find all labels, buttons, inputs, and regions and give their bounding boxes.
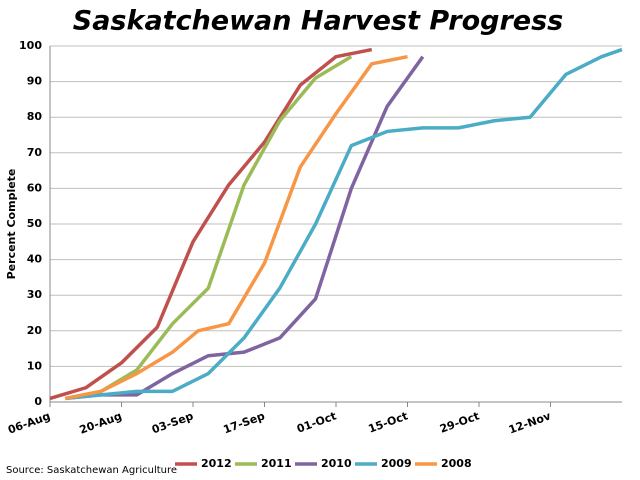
y-tick-label: 100 [19,39,42,52]
series-line [49,47,373,401]
y-tick-label: 20 [27,324,43,337]
legend-label: 2011 [261,457,292,470]
source: Source: Saskatchewan Agriculture [6,465,177,476]
x-tick-label: 01-Oct [295,409,338,435]
series-line [64,54,408,401]
legend-label: 2012 [201,457,232,470]
legend-label: 2008 [441,457,472,470]
y-tick-label: 70 [27,146,43,159]
x-tick-label: 12-Nov [507,409,553,436]
y-tick-label: 50 [27,217,43,230]
y-tick-label: 90 [27,75,43,88]
x-tick-label: 03-Sep [150,409,195,436]
y-tick-label: 30 [27,288,43,301]
series-line [65,55,425,401]
x-tick-label: 29-Oct [438,409,481,435]
series-line [65,47,623,401]
y-tick-label: 80 [27,110,43,123]
series-line [64,55,353,401]
y-tick-label: 10 [27,359,43,372]
y-tick-label: 60 [27,181,43,194]
y-tick-label: 0 [34,395,42,408]
x-tick-label: 15-Oct [367,409,410,435]
legend-label: 2009 [381,457,412,470]
x-tick-label: 17-Sep [222,409,267,436]
legend-label: 2010 [321,457,352,470]
y-axis-label: Percent Complete [5,169,18,280]
y-tick-label: 40 [27,253,43,266]
chart-title: Saskatchewan Harvest Progress [73,6,563,37]
x-tick-label: 20-Aug [78,409,124,436]
x-tick-label: 06-Aug [6,409,52,436]
